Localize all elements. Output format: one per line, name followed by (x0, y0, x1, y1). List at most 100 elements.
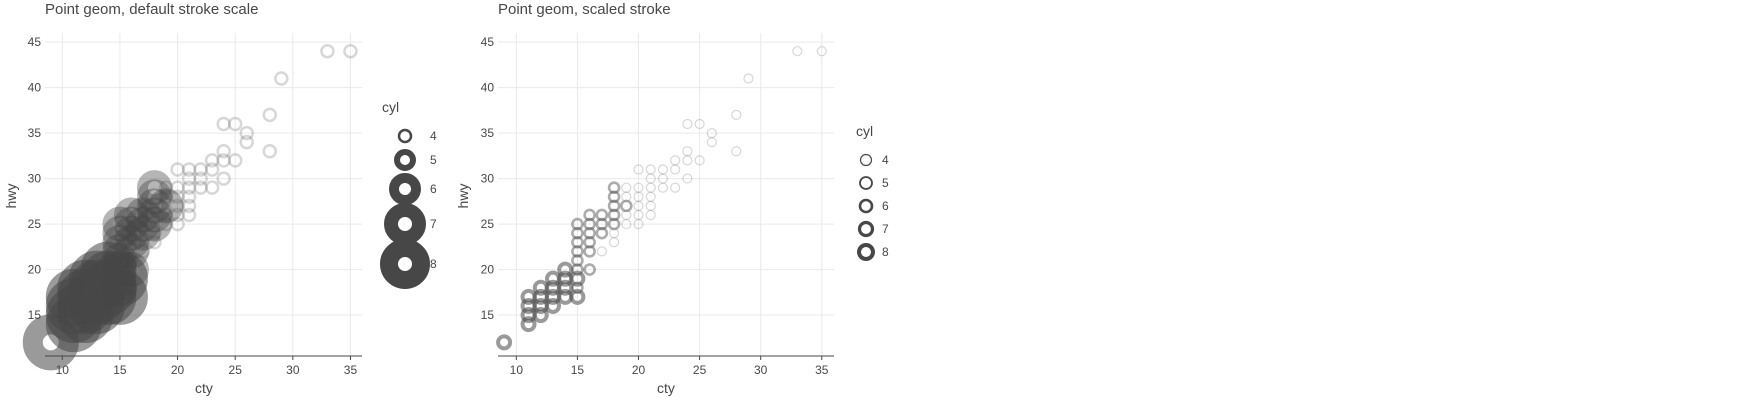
data-point (181, 207, 197, 223)
data-point (621, 191, 632, 202)
data-point (181, 180, 197, 195)
data-point (571, 217, 584, 231)
y-tick-label: 35 (481, 126, 495, 140)
data-point (731, 146, 742, 157)
data-point (125, 197, 161, 233)
data-point (569, 270, 586, 287)
points-layer (22, 43, 358, 371)
x-axis-title: cty (657, 380, 675, 396)
data-point (694, 155, 705, 166)
x-tick-label: 15 (113, 363, 127, 377)
data-point (102, 233, 138, 269)
y-tick-label: 45 (481, 35, 495, 49)
legend: cyl 4 5 6 7 8 (856, 123, 889, 261)
data-point (137, 179, 173, 215)
data-point (595, 217, 609, 231)
data-point (216, 153, 231, 168)
data-point (135, 244, 151, 259)
gridlines (45, 33, 362, 356)
data-point (621, 209, 632, 221)
data-point (682, 146, 693, 157)
data-point (181, 171, 197, 186)
data-point (496, 334, 513, 351)
data-point (595, 226, 609, 240)
data-point (633, 218, 644, 230)
x-tick-label: 20 (171, 363, 185, 377)
data-point (193, 162, 208, 177)
legend: cyl 4 5 6 7 8 (380, 99, 437, 289)
legend-label-4: 4 (882, 153, 889, 167)
y-tick-label: 40 (28, 81, 42, 95)
data-point (571, 254, 584, 267)
data-point (583, 235, 596, 249)
data-point (147, 225, 162, 241)
x-axis-title: cty (195, 380, 213, 396)
data-point (645, 173, 656, 184)
data-point (645, 191, 656, 202)
data-point (137, 170, 173, 206)
legend-key-7 (384, 203, 426, 245)
y-ticks: 15 20 25 30 35 40 45 (481, 35, 495, 322)
data-point (170, 207, 185, 223)
data-point (520, 316, 537, 333)
data-point (158, 189, 174, 205)
x-tick-label: 10 (510, 363, 524, 377)
data-point (571, 281, 584, 295)
legend-label-8: 8 (882, 245, 889, 259)
data-point (607, 199, 621, 213)
data-point (170, 216, 185, 232)
y-tick-label: 30 (28, 172, 42, 186)
data-point (657, 173, 669, 184)
x-tick-label: 30 (754, 363, 768, 377)
legend-key-8 (857, 243, 875, 261)
data-point (181, 198, 197, 214)
legend-key-7 (857, 220, 875, 238)
data-point (239, 134, 254, 150)
data-point (657, 164, 669, 175)
data-point (216, 116, 231, 132)
data-point (816, 46, 827, 57)
data-point (706, 127, 717, 139)
legend-key-4 (859, 153, 873, 167)
data-point (645, 182, 656, 193)
y-tick-label: 30 (481, 172, 495, 186)
y-tick-label: 20 (28, 263, 42, 277)
data-point (645, 164, 656, 175)
legend-key-5 (394, 149, 416, 171)
data-point (125, 215, 161, 251)
legend-label-5: 5 (430, 153, 437, 167)
data-point (204, 180, 220, 195)
data-point (532, 279, 549, 296)
data-point (113, 206, 149, 242)
data-point (170, 189, 185, 205)
data-point (102, 206, 138, 242)
data-point (557, 261, 574, 278)
data-point (113, 197, 149, 233)
data-point (193, 171, 208, 186)
y-tick-label: 15 (481, 308, 495, 322)
data-point (137, 197, 173, 233)
legend-key-6 (858, 198, 874, 214)
legend-title: cyl (856, 123, 873, 139)
y-axis-title: hwy (455, 184, 471, 209)
data-point (682, 155, 693, 166)
points-layer (496, 46, 827, 351)
y-tick-label: 25 (481, 217, 495, 231)
data-point (147, 235, 162, 250)
legend-label-7: 7 (882, 222, 889, 236)
legend-key-6 (389, 173, 421, 205)
data-point (227, 153, 243, 168)
x-tick-label: 15 (571, 363, 585, 377)
data-point (216, 171, 231, 186)
data-point (544, 297, 561, 314)
data-point (181, 162, 197, 177)
data-point (227, 116, 243, 132)
y-tick-label: 40 (481, 81, 495, 95)
x-tick-label: 25 (693, 363, 707, 377)
data-point (102, 252, 138, 288)
data-point (657, 182, 669, 193)
data-point (583, 245, 596, 258)
data-point (569, 288, 586, 305)
data-point (520, 288, 537, 305)
